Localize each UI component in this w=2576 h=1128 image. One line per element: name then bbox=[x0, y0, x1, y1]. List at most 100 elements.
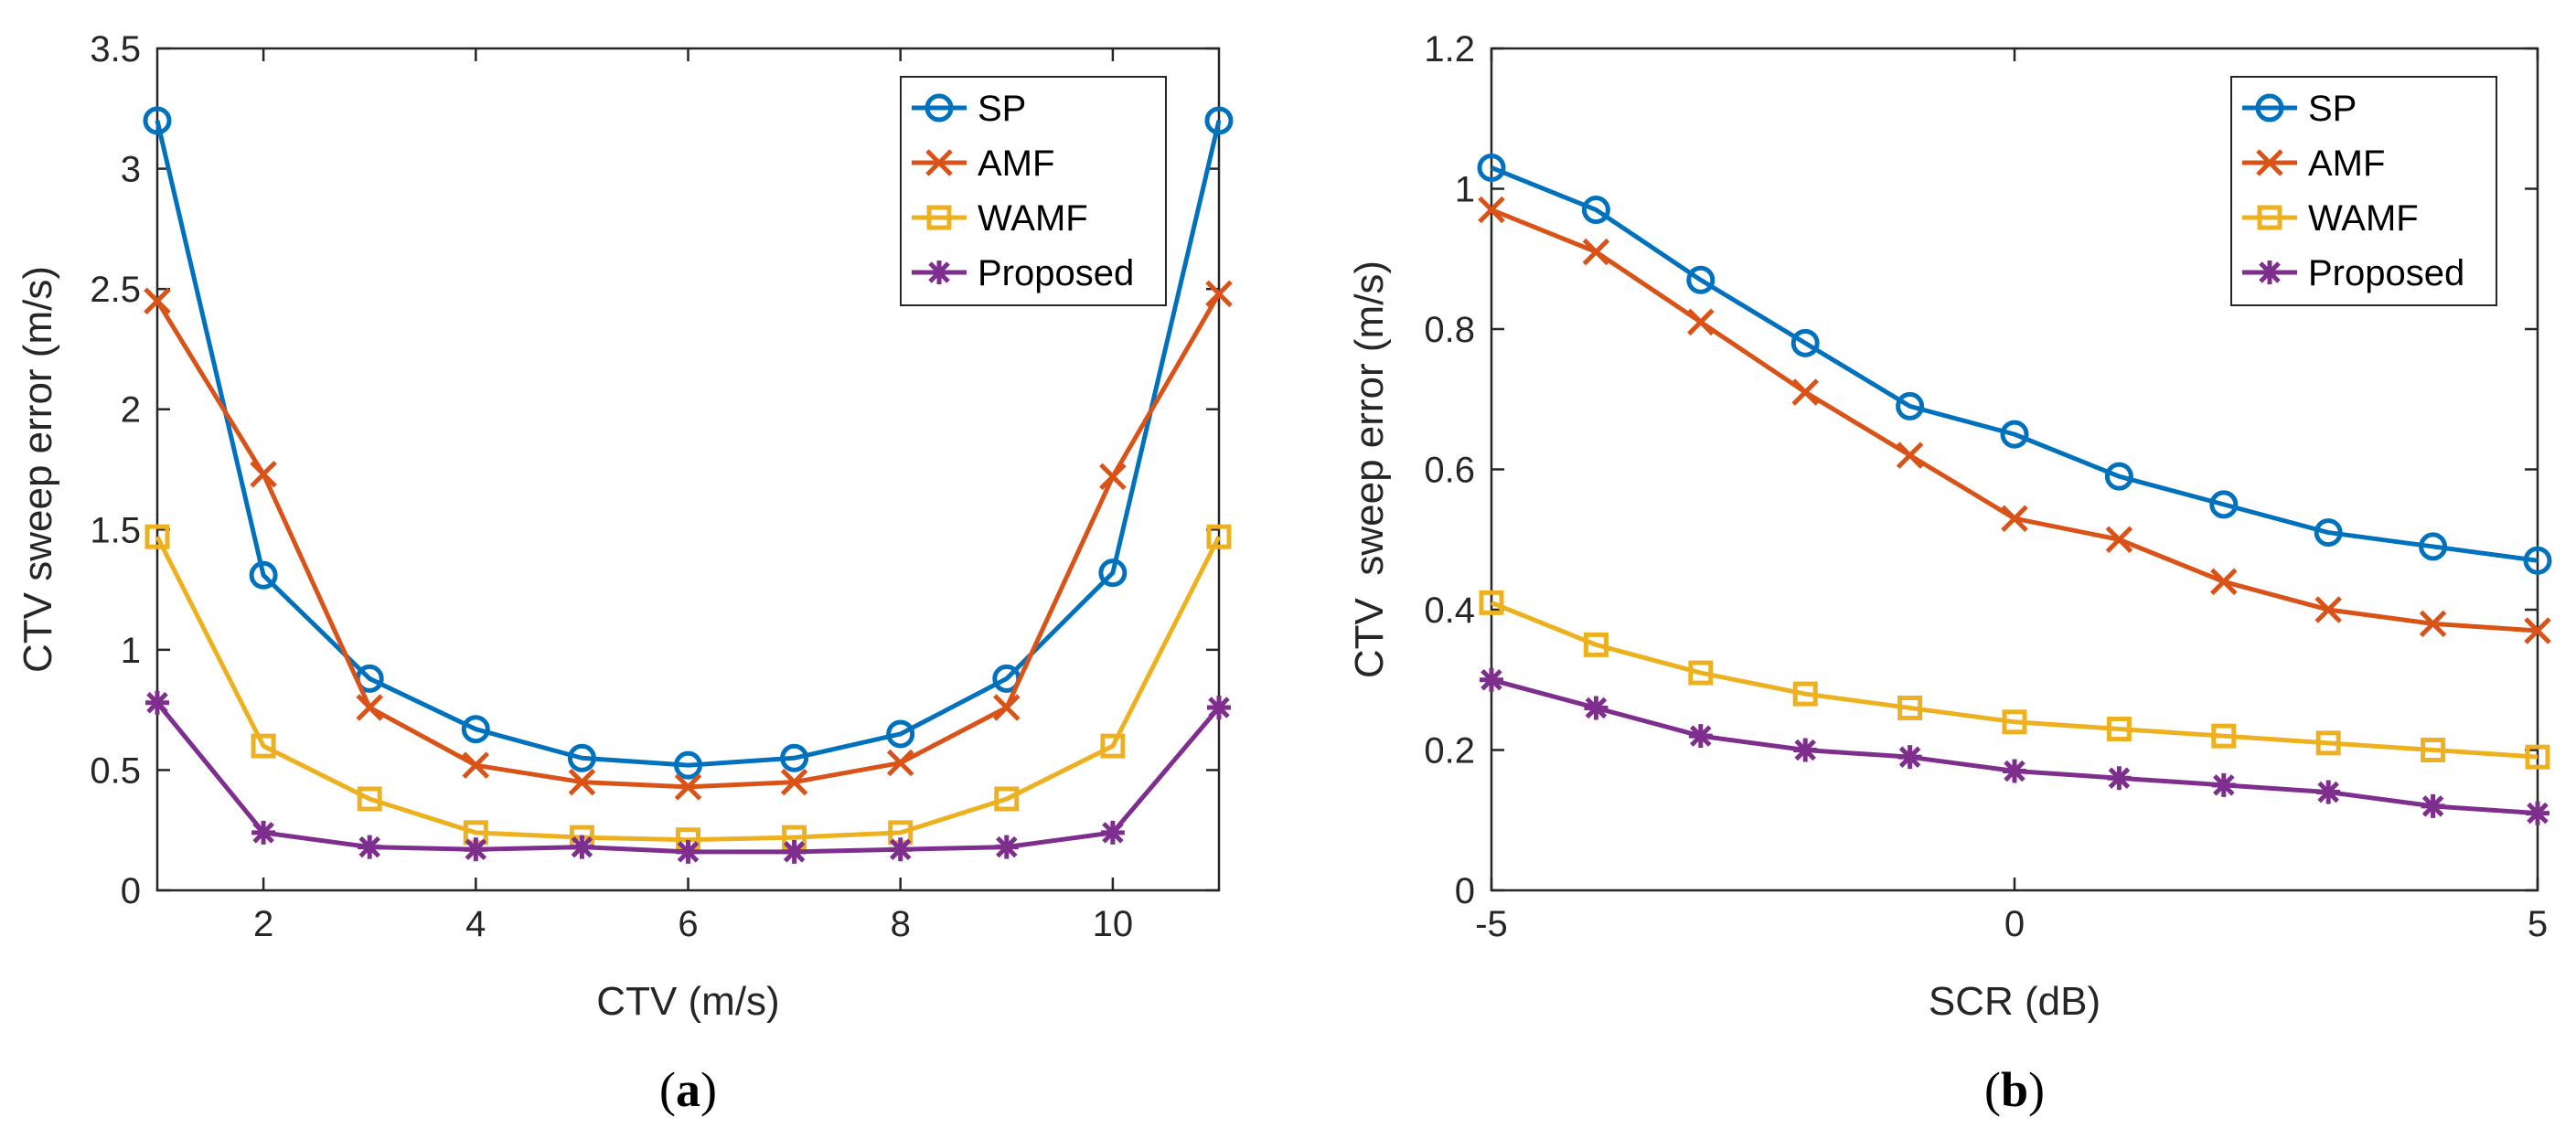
data-point-amf bbox=[2419, 610, 2447, 638]
y-tick-label: 1.5 bbox=[90, 510, 141, 550]
data-point-sp bbox=[2523, 546, 2552, 575]
legend-entry-proposed: Proposed bbox=[2308, 253, 2464, 293]
data-point-sp bbox=[2104, 462, 2133, 491]
x-tick-label: 4 bbox=[465, 904, 486, 944]
data-point-sp bbox=[567, 743, 596, 772]
data-point-wamf bbox=[2002, 709, 2027, 735]
data-point-amf bbox=[1687, 308, 1715, 336]
data-point-sp bbox=[2209, 490, 2239, 519]
data-point-amf bbox=[356, 694, 383, 721]
y-tick-label: 0.6 bbox=[1424, 451, 1475, 491]
data-point-amf bbox=[1791, 378, 1819, 406]
data-point-proposed bbox=[570, 835, 594, 859]
y-tick-label: 0 bbox=[1455, 871, 1475, 911]
data-point-amf bbox=[144, 287, 171, 315]
x-tick-label: 6 bbox=[678, 904, 698, 944]
legend: SP AMF WAMF Proposed bbox=[900, 76, 1167, 306]
data-point-wamf bbox=[251, 733, 276, 759]
data-point-amf bbox=[1099, 463, 1127, 491]
series-line-sp bbox=[155, 120, 1222, 768]
series-wamf bbox=[1479, 590, 2550, 770]
data-point-amf bbox=[2001, 505, 2028, 532]
y-tick-label: 2.5 bbox=[90, 270, 141, 310]
x-axis-label: SCR (dB) bbox=[1929, 979, 2100, 1024]
data-point-amf bbox=[462, 751, 490, 779]
data-point-sp bbox=[1098, 559, 1128, 588]
data-point-proposed bbox=[2316, 780, 2341, 804]
legend-marker-proposed bbox=[2258, 261, 2282, 284]
legend-entry-amf: AMF bbox=[2308, 144, 2385, 184]
y-tick-label: 1 bbox=[121, 631, 141, 671]
data-point-wamf bbox=[1206, 524, 1232, 549]
panel-label-part: ) bbox=[2028, 1062, 2045, 1117]
y-tick-label: 0.2 bbox=[1424, 731, 1475, 772]
data-point-sp bbox=[2314, 518, 2343, 548]
data-point-amf bbox=[1582, 238, 1610, 266]
series-wamf bbox=[144, 524, 1232, 853]
x-tick-label: 2 bbox=[253, 904, 273, 944]
series-sp bbox=[143, 106, 1234, 780]
series-amf bbox=[1478, 196, 2551, 644]
data-point-amf bbox=[1896, 442, 1924, 469]
data-point-amf bbox=[568, 768, 596, 796]
data-point-wamf bbox=[1792, 681, 1818, 707]
series-line-wamf bbox=[1491, 601, 2539, 760]
series-proposed bbox=[1480, 667, 2549, 825]
data-point-proposed bbox=[464, 837, 488, 862]
x-tick-label: 10 bbox=[1093, 904, 1134, 944]
data-point-sp bbox=[1686, 265, 1716, 294]
data-point-proposed bbox=[1897, 745, 1922, 770]
data-point-sp bbox=[2000, 420, 2029, 449]
data-point-proposed bbox=[676, 839, 700, 864]
panel-label-part: a bbox=[676, 1062, 700, 1117]
series-sp bbox=[1477, 153, 2552, 575]
legend-marker-wamf bbox=[2257, 205, 2282, 230]
data-point-proposed bbox=[1584, 696, 1609, 720]
legend-entry-wamf: WAMF bbox=[978, 198, 1088, 239]
data-point-sp bbox=[461, 715, 490, 744]
panel-label: (a) bbox=[659, 1062, 717, 1117]
data-point-wamf bbox=[2211, 723, 2237, 749]
y-axis-label: CTV sweep error (m/s) bbox=[1347, 261, 1392, 678]
panel-label-part: ( bbox=[1984, 1062, 2001, 1117]
data-point-amf bbox=[780, 768, 808, 796]
data-point-proposed bbox=[782, 839, 807, 864]
data-point-proposed bbox=[1688, 724, 1713, 749]
legend-entry-wamf: WAMF bbox=[2308, 198, 2419, 239]
data-point-wamf bbox=[1583, 632, 1609, 657]
data-point-proposed bbox=[1207, 696, 1231, 720]
data-point-wamf bbox=[1897, 695, 1923, 720]
data-point-proposed bbox=[2107, 766, 2132, 791]
y-tick-label: 0.8 bbox=[1424, 310, 1475, 350]
legend-marker-amf bbox=[925, 149, 953, 176]
data-point-amf bbox=[993, 694, 1021, 721]
data-point-proposed bbox=[145, 690, 169, 715]
data-point-amf bbox=[250, 460, 277, 488]
panel-label-part: b bbox=[2001, 1062, 2028, 1117]
y-tick-label: 3 bbox=[121, 150, 141, 190]
data-point-sp bbox=[1790, 328, 1820, 357]
panel-label-part: ) bbox=[700, 1062, 717, 1117]
data-point-amf bbox=[2524, 617, 2551, 644]
data-point-proposed bbox=[2421, 793, 2445, 818]
x-axis-label: CTV (m/s) bbox=[596, 979, 779, 1024]
data-point-proposed bbox=[2003, 759, 2026, 783]
legend-entry-proposed: Proposed bbox=[978, 253, 1134, 293]
data-point-sp bbox=[780, 743, 809, 772]
data-point-wamf bbox=[2315, 730, 2341, 756]
data-point-sp bbox=[249, 560, 278, 590]
data-point-sp bbox=[2419, 532, 2448, 561]
data-point-sp bbox=[1896, 391, 1925, 420]
legend-entry-sp: SP bbox=[978, 89, 1026, 129]
series-amf bbox=[144, 280, 1233, 801]
data-point-proposed bbox=[358, 835, 382, 859]
legend-marker-proposed bbox=[927, 261, 951, 284]
data-point-wamf bbox=[2421, 738, 2446, 762]
x-tick-label: 8 bbox=[891, 904, 911, 944]
data-point-proposed bbox=[1793, 738, 1818, 762]
legend-entry-amf: AMF bbox=[978, 144, 1054, 184]
y-tick-label: 0.5 bbox=[90, 750, 141, 791]
data-point-proposed bbox=[994, 835, 1019, 859]
y-axis-label: CTV sweep error (m/s) bbox=[16, 266, 60, 673]
